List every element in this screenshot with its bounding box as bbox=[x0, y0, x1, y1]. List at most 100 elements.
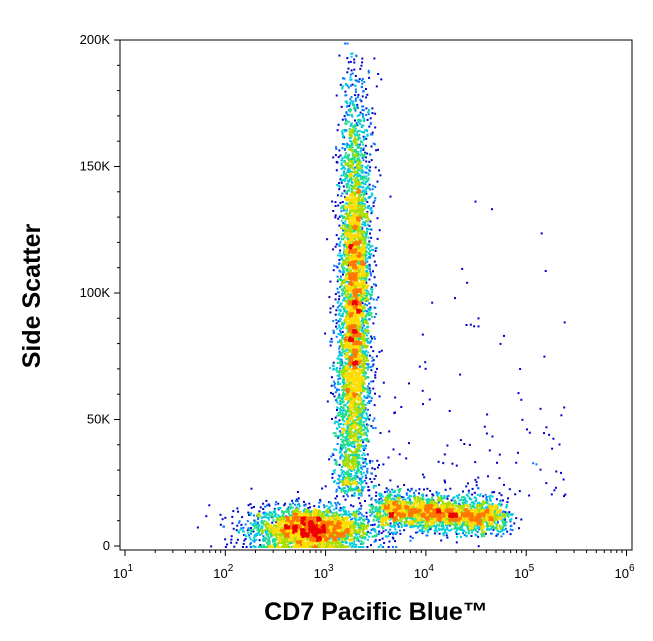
data-point bbox=[268, 536, 271, 539]
data-point bbox=[257, 518, 260, 521]
data-point bbox=[363, 224, 366, 226]
data-point bbox=[473, 491, 476, 494]
data-point bbox=[362, 322, 364, 325]
data-point bbox=[455, 533, 458, 535]
data-point bbox=[344, 361, 347, 364]
data-point bbox=[347, 464, 350, 466]
data-point bbox=[332, 533, 335, 536]
data-point bbox=[362, 194, 365, 197]
data-point bbox=[348, 474, 351, 477]
data-point bbox=[362, 356, 365, 359]
data-point bbox=[345, 112, 348, 115]
data-point bbox=[462, 502, 465, 505]
data-point bbox=[349, 209, 352, 212]
data-point bbox=[528, 431, 531, 434]
data-point bbox=[344, 363, 347, 366]
data-point bbox=[343, 291, 346, 294]
data-point bbox=[342, 545, 345, 548]
data-point bbox=[374, 371, 377, 374]
data-point bbox=[403, 517, 406, 519]
data-point bbox=[354, 179, 357, 182]
data-point bbox=[365, 233, 368, 236]
data-point bbox=[369, 532, 372, 535]
data-point bbox=[351, 146, 354, 149]
data-point bbox=[367, 518, 370, 521]
data-point bbox=[368, 354, 371, 357]
data-point bbox=[371, 510, 374, 513]
data-point bbox=[421, 530, 424, 533]
data-point bbox=[454, 527, 457, 529]
data-point bbox=[295, 506, 298, 509]
data-point bbox=[347, 545, 350, 548]
data-point bbox=[442, 462, 445, 465]
data-point bbox=[339, 331, 342, 334]
data-point bbox=[339, 240, 342, 243]
data-point bbox=[365, 439, 368, 442]
data-point bbox=[338, 375, 341, 378]
data-point bbox=[470, 501, 473, 504]
data-point bbox=[360, 504, 363, 507]
data-point bbox=[494, 526, 497, 529]
data-point bbox=[343, 171, 346, 174]
data-point bbox=[360, 524, 363, 527]
data-point bbox=[351, 158, 354, 161]
data-point bbox=[361, 534, 363, 537]
data-point bbox=[370, 380, 373, 383]
data-point bbox=[357, 171, 360, 174]
data-point bbox=[338, 403, 341, 406]
data-point bbox=[340, 433, 343, 435]
data-point bbox=[288, 515, 291, 518]
data-point bbox=[449, 487, 452, 490]
data-point bbox=[338, 487, 341, 490]
data-point bbox=[446, 506, 448, 509]
data-point bbox=[399, 529, 401, 532]
data-point bbox=[346, 325, 349, 327]
data-point bbox=[467, 495, 470, 498]
data-point bbox=[349, 73, 352, 76]
data-point bbox=[474, 533, 477, 536]
data-point bbox=[355, 139, 358, 142]
data-point bbox=[333, 512, 336, 515]
data-point bbox=[356, 481, 359, 484]
data-point bbox=[345, 202, 348, 205]
data-point bbox=[415, 523, 418, 526]
data-point bbox=[370, 236, 373, 239]
data-point bbox=[365, 309, 368, 312]
data-point bbox=[342, 459, 345, 462]
data-point bbox=[343, 371, 346, 374]
data-point bbox=[359, 203, 362, 206]
data-point bbox=[379, 544, 382, 546]
data-point bbox=[343, 299, 346, 302]
data-point bbox=[351, 460, 354, 463]
data-point bbox=[250, 512, 253, 515]
data-point bbox=[355, 474, 358, 477]
data-point bbox=[363, 386, 366, 389]
data-point bbox=[461, 522, 464, 525]
data-point bbox=[294, 509, 297, 512]
data-point bbox=[341, 85, 344, 88]
data-point bbox=[456, 535, 459, 538]
data-point bbox=[378, 492, 381, 495]
data-point bbox=[251, 523, 254, 526]
data-point bbox=[230, 535, 233, 538]
data-point bbox=[281, 538, 283, 541]
data-point bbox=[337, 478, 339, 481]
data-point bbox=[364, 166, 367, 169]
data-point bbox=[392, 533, 395, 536]
data-point bbox=[366, 180, 369, 183]
data-point bbox=[351, 451, 354, 454]
data-point bbox=[224, 516, 227, 519]
data-point bbox=[341, 389, 344, 392]
data-point bbox=[346, 57, 349, 60]
data-point bbox=[378, 464, 380, 466]
data-point bbox=[344, 446, 347, 449]
data-point bbox=[303, 504, 306, 507]
data-point bbox=[378, 169, 380, 172]
data-point bbox=[362, 458, 365, 460]
data-point bbox=[502, 518, 505, 521]
data-point bbox=[351, 268, 354, 271]
data-point bbox=[352, 527, 355, 530]
data-point bbox=[364, 181, 367, 183]
data-point bbox=[318, 501, 321, 504]
data-point bbox=[249, 546, 252, 548]
